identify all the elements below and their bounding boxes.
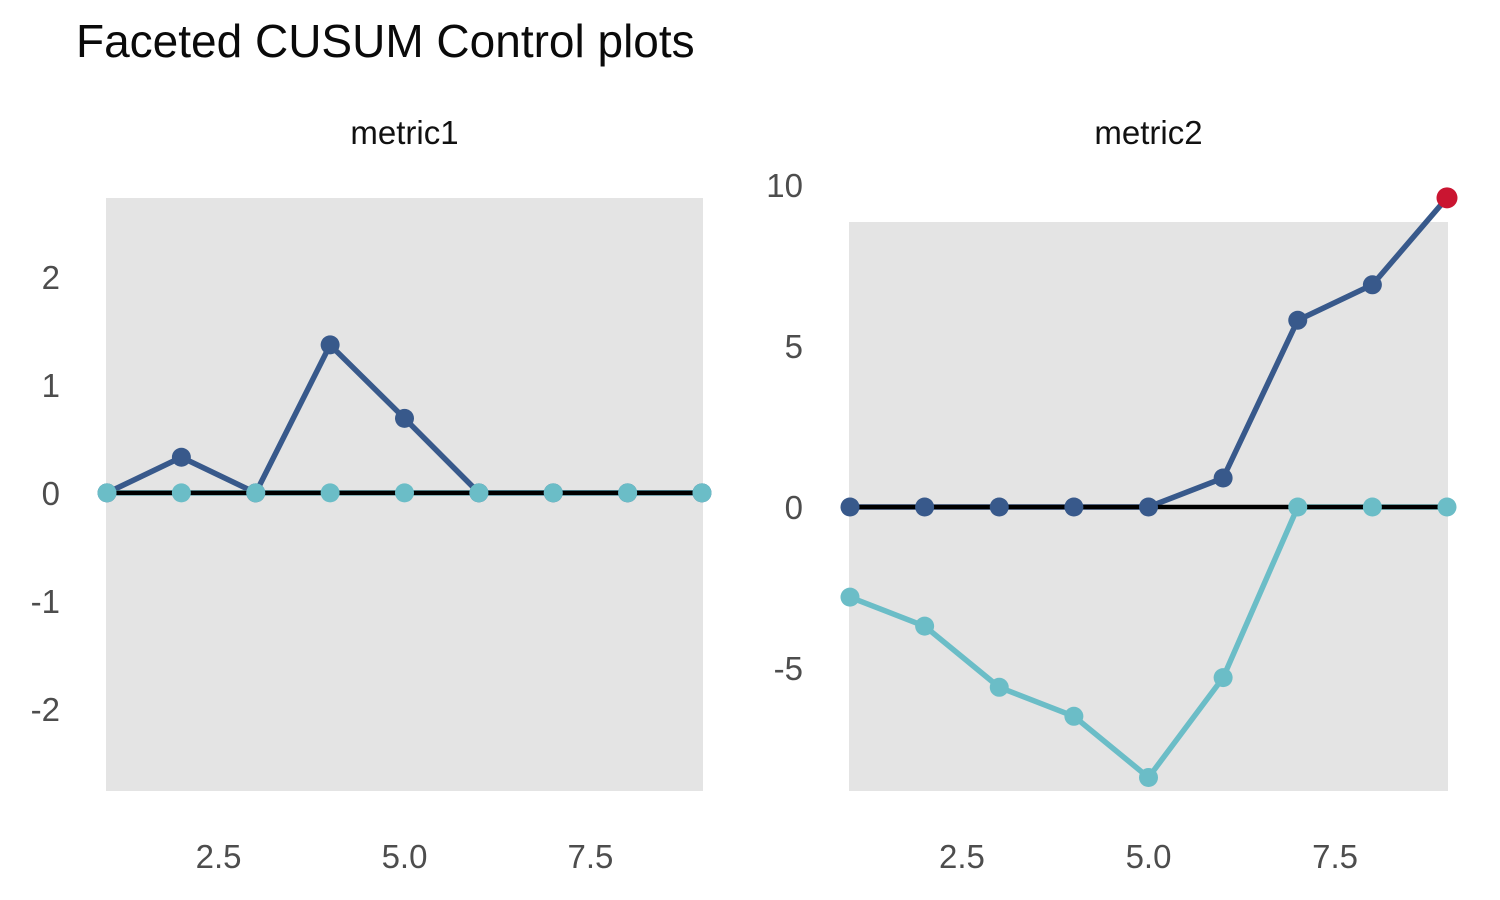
cusum-high-point <box>171 447 191 467</box>
cusum-low-point <box>1362 497 1382 517</box>
x-tick-label: 7.5 <box>568 838 614 875</box>
y-tick-label: -2 <box>31 691 60 728</box>
y-tick-label: 5 <box>785 328 803 365</box>
cusum-low-point <box>1064 706 1084 726</box>
cusum-high-point <box>1213 468 1233 488</box>
cusum-high-point <box>1288 310 1308 330</box>
y-tick-label: 10 <box>766 167 803 204</box>
cusum-low-point <box>915 616 935 636</box>
y-tick-label: -5 <box>774 650 803 687</box>
cusum-low-point <box>1213 668 1233 688</box>
y-tick-label: 0 <box>42 475 60 512</box>
y-tick-label: 1 <box>42 367 60 404</box>
cusum-low-point <box>97 483 117 503</box>
cusum-low-point <box>1139 767 1158 787</box>
cusum-low-point <box>1437 497 1457 517</box>
x-tick-label: 2.5 <box>196 838 242 875</box>
facet-title-metric2: metric2 <box>1094 114 1203 151</box>
cusum-low-point <box>989 677 1009 697</box>
cusum-high-point <box>395 408 414 428</box>
x-tick-label: 7.5 <box>1312 838 1358 875</box>
violation-point <box>1436 187 1458 209</box>
x-tick-label: 5.0 <box>382 838 428 875</box>
cusum-low-point <box>320 483 340 503</box>
cusum-high-point <box>915 497 935 517</box>
figure-title: Faceted CUSUM Control plots <box>76 15 695 67</box>
cusum-low-point <box>171 483 191 503</box>
x-tick-label: 2.5 <box>939 838 985 875</box>
cusum-low-point <box>469 483 489 503</box>
y-tick-label: -1 <box>31 583 60 620</box>
cusum-low-point <box>692 483 712 503</box>
cusum-low-point <box>840 587 860 607</box>
cusum-high-point <box>1139 497 1158 517</box>
cusum-low-point <box>618 483 638 503</box>
x-tick-label: 5.0 <box>1126 838 1172 875</box>
cusum-low-point <box>246 483 266 503</box>
facet-metric2: 10 5 0 -5 2.5 5.0 7.5 <box>766 167 1458 875</box>
cusum-high-point <box>320 335 340 355</box>
cusum-high-point <box>1362 275 1382 295</box>
cusum-low-point <box>395 483 414 503</box>
cusum-low-point <box>1288 497 1308 517</box>
cusum-low-point <box>543 483 563 503</box>
y-tick-label: 2 <box>42 259 60 296</box>
y-tick-label: 0 <box>785 489 803 526</box>
cusum-high-point <box>840 497 860 517</box>
cusum-high-point <box>1064 497 1084 517</box>
cusum-high-point <box>989 497 1009 517</box>
facet-metric1: 2 1 0 -1 -2 2.5 5.0 7.5 <box>31 198 712 875</box>
facet-title-metric1: metric1 <box>350 114 459 151</box>
